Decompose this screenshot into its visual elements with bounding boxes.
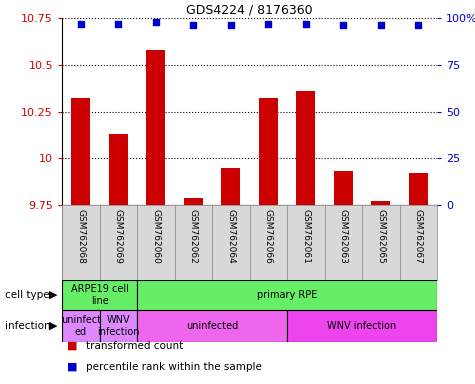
Text: ▶: ▶ xyxy=(49,321,57,331)
Bar xyxy=(409,173,428,205)
Bar xyxy=(259,98,277,205)
Bar xyxy=(334,171,352,205)
Point xyxy=(190,22,197,28)
Text: WNV
infection: WNV infection xyxy=(97,315,140,337)
Bar xyxy=(146,50,165,205)
Text: primary RPE: primary RPE xyxy=(257,290,317,300)
Bar xyxy=(99,310,137,342)
Text: ARPE19 cell
line: ARPE19 cell line xyxy=(71,284,128,306)
Point xyxy=(377,22,385,28)
Text: GSM762066: GSM762066 xyxy=(264,209,273,264)
Text: GSM762064: GSM762064 xyxy=(226,209,235,263)
Text: ■: ■ xyxy=(67,362,77,372)
Bar xyxy=(296,91,315,205)
Bar xyxy=(221,167,240,205)
Text: GSM762061: GSM762061 xyxy=(301,209,310,264)
Text: GSM762067: GSM762067 xyxy=(414,209,423,264)
Text: GSM762060: GSM762060 xyxy=(151,209,160,264)
Bar xyxy=(137,310,287,342)
Point xyxy=(340,22,347,28)
Point xyxy=(152,19,160,25)
Text: GSM762068: GSM762068 xyxy=(76,209,85,264)
Text: uninfect
ed: uninfect ed xyxy=(61,315,101,337)
Point xyxy=(227,22,235,28)
Bar xyxy=(62,280,137,310)
Text: cell type: cell type xyxy=(5,290,49,300)
Point xyxy=(77,20,85,26)
Text: infection: infection xyxy=(5,321,50,331)
Point xyxy=(265,20,272,26)
Bar xyxy=(62,310,99,342)
Text: percentile rank within the sample: percentile rank within the sample xyxy=(86,362,262,372)
Bar xyxy=(287,310,437,342)
Text: GSM762063: GSM762063 xyxy=(339,209,348,264)
Point xyxy=(114,20,122,26)
Text: uninfected: uninfected xyxy=(186,321,238,331)
Title: GDS4224 / 8176360: GDS4224 / 8176360 xyxy=(186,4,313,17)
Text: transformed count: transformed count xyxy=(86,341,183,351)
Text: GSM762062: GSM762062 xyxy=(189,209,198,263)
Text: WNV infection: WNV infection xyxy=(327,321,397,331)
Bar xyxy=(71,98,90,205)
Bar xyxy=(137,280,437,310)
Bar xyxy=(184,197,203,205)
Text: ■: ■ xyxy=(67,341,77,351)
Text: GSM762065: GSM762065 xyxy=(376,209,385,264)
Text: ▶: ▶ xyxy=(49,290,57,300)
Text: GSM762069: GSM762069 xyxy=(114,209,123,264)
Point xyxy=(415,22,422,28)
Bar xyxy=(109,134,128,205)
Point xyxy=(302,20,310,26)
Bar xyxy=(371,201,390,205)
